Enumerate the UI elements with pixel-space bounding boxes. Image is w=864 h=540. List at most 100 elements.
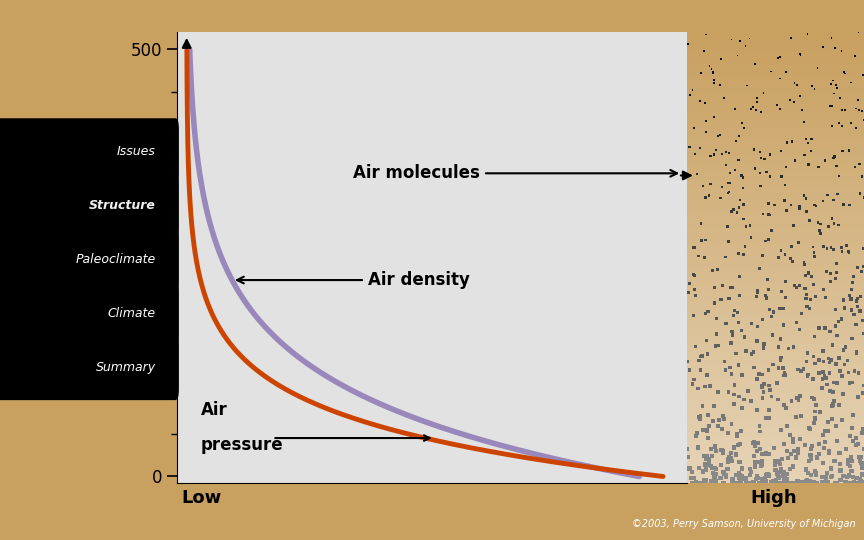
Point: [779, 206, 793, 214]
Point: [844, 467, 858, 475]
Point: [725, 327, 739, 336]
Point: [773, 74, 787, 83]
Point: [800, 207, 814, 215]
Point: [808, 467, 822, 476]
Point: [806, 352, 820, 361]
Point: [731, 441, 745, 449]
Point: [722, 187, 736, 196]
Point: [827, 219, 841, 227]
Point: [734, 427, 748, 435]
Point: [754, 462, 768, 470]
Point: [759, 449, 773, 458]
Point: [762, 471, 776, 480]
Point: [816, 458, 830, 467]
Point: [816, 375, 829, 383]
Point: [708, 150, 721, 159]
Text: Air density: Air density: [237, 271, 469, 289]
Point: [826, 246, 840, 254]
Point: [729, 137, 743, 145]
Point: [743, 221, 757, 230]
Point: [817, 427, 831, 435]
Point: [747, 458, 761, 467]
Point: [720, 471, 734, 480]
Point: [853, 456, 864, 465]
Point: [689, 431, 702, 440]
Point: [807, 281, 821, 289]
Point: [807, 248, 821, 257]
Point: [848, 123, 862, 132]
Point: [689, 477, 703, 486]
Point: [849, 441, 863, 449]
Point: [826, 341, 840, 349]
Point: [721, 189, 735, 198]
Point: [753, 169, 767, 178]
Point: [778, 371, 791, 380]
Point: [772, 53, 786, 62]
Point: [830, 479, 844, 488]
Point: [727, 400, 740, 408]
Point: [761, 286, 775, 294]
Point: [781, 454, 795, 462]
Point: [855, 316, 864, 325]
Point: [692, 356, 706, 364]
Point: [718, 93, 732, 102]
Point: [774, 478, 788, 487]
Point: [788, 156, 802, 165]
Point: [765, 67, 778, 76]
Point: [855, 464, 864, 472]
Point: [732, 203, 746, 212]
Point: [842, 368, 855, 377]
Point: [737, 250, 751, 259]
Point: [709, 314, 723, 323]
Point: [849, 297, 863, 306]
Point: [694, 352, 708, 361]
Point: [781, 479, 795, 488]
Point: [849, 474, 863, 483]
Point: [825, 122, 839, 131]
Point: [804, 470, 818, 479]
Point: [786, 438, 800, 447]
Point: [735, 464, 749, 472]
Point: [854, 477, 864, 485]
Point: [846, 472, 860, 481]
Point: [849, 478, 863, 487]
Point: [698, 382, 712, 390]
Point: [844, 295, 858, 303]
Point: [791, 81, 804, 90]
Point: [719, 253, 733, 261]
Point: [855, 429, 864, 437]
Point: [818, 478, 832, 487]
Point: [753, 265, 766, 273]
Point: [804, 272, 818, 281]
Point: [844, 78, 858, 87]
Point: [820, 380, 834, 389]
Point: [747, 452, 761, 461]
Text: Structure: Structure: [89, 199, 156, 212]
Point: [842, 146, 855, 155]
Point: [772, 457, 785, 466]
Point: [778, 474, 791, 482]
Point: [708, 474, 722, 482]
Point: [715, 424, 729, 433]
Point: [748, 164, 762, 173]
Point: [778, 250, 792, 259]
Point: [686, 312, 700, 320]
Point: [755, 475, 769, 484]
Point: [777, 479, 791, 488]
Point: [788, 281, 802, 290]
Point: [854, 458, 864, 467]
Point: [793, 50, 807, 58]
Point: [790, 394, 804, 403]
Point: [791, 396, 805, 404]
Point: [793, 281, 807, 289]
Point: [778, 293, 792, 302]
Point: [851, 479, 864, 488]
Point: [778, 404, 792, 413]
Point: [708, 463, 722, 472]
Point: [779, 477, 793, 485]
Point: [762, 366, 776, 374]
Point: [842, 479, 856, 488]
Point: [748, 463, 762, 471]
Point: [761, 275, 775, 284]
Point: [715, 150, 729, 158]
